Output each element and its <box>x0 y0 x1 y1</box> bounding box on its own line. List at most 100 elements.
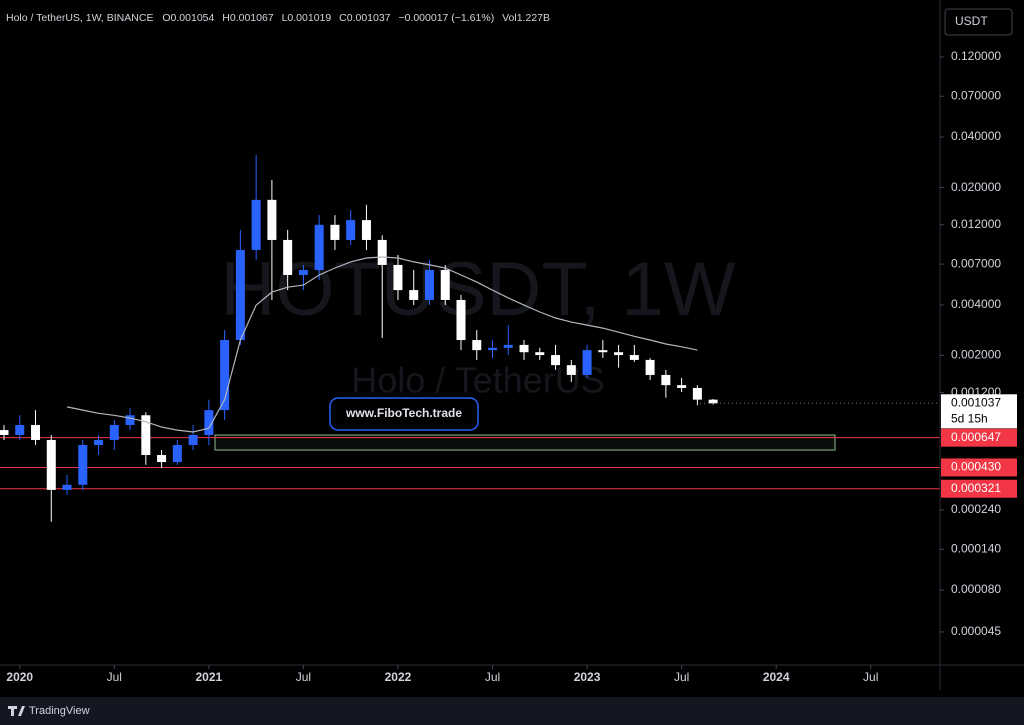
header: Holo / TetherUS, 1W, BINANCE O0.001054 H… <box>6 12 550 24</box>
candle-body <box>0 430 9 436</box>
y-tick-label: 0.012000 <box>951 217 1001 231</box>
candle-body <box>235 249 245 341</box>
x-tick-label: Jul <box>296 670 311 684</box>
candle-body <box>361 220 371 240</box>
candle-body <box>204 410 214 436</box>
candle-body <box>267 199 277 240</box>
candle-body <box>393 264 403 291</box>
currency-label[interactable]: USDT <box>955 14 988 28</box>
x-tick-label: Jul <box>674 670 689 684</box>
moving-average <box>66 256 698 433</box>
candle-body <box>46 439 56 490</box>
candle-body <box>251 199 261 250</box>
y-tick-label: 0.002000 <box>951 348 1001 362</box>
candle-body <box>424 269 434 300</box>
candle-body <box>614 352 624 356</box>
last-price-label: 0.001037 <box>951 395 1001 409</box>
candle-body <box>346 220 356 240</box>
header-line: Holo / TetherUS, 1W, BINANCE O0.001054 H… <box>6 12 550 24</box>
candle-body <box>535 352 545 356</box>
candle-body <box>15 424 25 436</box>
candle-body <box>172 445 182 463</box>
price-labels: 0.000647 0.000430 0.000321 0.001037 5d 15h <box>941 394 1017 498</box>
x-tick-label: Jul <box>107 670 122 684</box>
y-tick-label: 0.000240 <box>951 502 1001 516</box>
candle-body <box>582 350 592 375</box>
volume-value: Vol1.227B <box>502 12 550 24</box>
y-tick-label: 0.020000 <box>951 180 1001 194</box>
footer-bar <box>0 697 1024 725</box>
y-tick-label: 0.000080 <box>951 582 1001 596</box>
level-label: 0.000647 <box>951 430 1001 444</box>
level-label-box <box>941 479 1017 498</box>
currency-button[interactable]: USDT <box>944 8 1013 36</box>
candle-body <box>125 415 135 425</box>
open-value: O0.001054 <box>162 12 214 24</box>
countdown-label: 5d 15h <box>951 411 988 425</box>
level-label: 0.000321 <box>951 481 1001 495</box>
watermark-name: Holo / TetherUS <box>351 360 604 401</box>
axes: 0.120000 0.070000 0.040000 0.020000 0.012000… <box>6 49 1001 684</box>
watermark-symbol: HOTUSDT, 1W <box>220 247 735 332</box>
candle-body <box>645 359 655 375</box>
candle-body <box>409 290 419 300</box>
candle-body <box>708 399 718 404</box>
link-box[interactable] <box>329 397 479 431</box>
candle-body <box>566 365 576 375</box>
candle-body <box>94 439 104 446</box>
candle-body <box>31 424 41 440</box>
candle-body <box>629 355 639 360</box>
link-button[interactable]: www.FiboTech.trade <box>329 397 479 431</box>
candle-body <box>377 239 387 265</box>
y-tick-label: 0.007000 <box>951 256 1001 270</box>
candle-body <box>692 387 702 400</box>
footer: TradingView <box>0 697 1024 725</box>
y-tick-label: 0.070000 <box>951 88 1001 102</box>
candle-body <box>503 344 513 348</box>
candle-body <box>551 355 561 366</box>
low-value: L0.001019 <box>282 12 332 24</box>
candle-body <box>488 347 498 351</box>
x-tick-label: 2020 <box>6 670 33 684</box>
x-tick-label: 2022 <box>385 670 412 684</box>
candle-body <box>472 340 482 351</box>
high-value: H0.001067 <box>222 12 274 24</box>
footer-logo <box>8 706 25 716</box>
y-tick-label: 0.004000 <box>951 297 1001 311</box>
x-tick-label: 2023 <box>574 670 601 684</box>
candle-body <box>598 350 608 353</box>
x-tick-label: 2021 <box>196 670 223 684</box>
candle-body <box>298 269 308 275</box>
candle-body <box>456 299 466 341</box>
candle-body <box>141 415 151 456</box>
candle-body <box>188 435 198 446</box>
y-tick-label: 0.120000 <box>951 49 1001 63</box>
candle-body <box>661 374 671 386</box>
x-tick-label: 2024 <box>763 670 790 684</box>
level-label-box <box>941 458 1017 477</box>
candle-body <box>440 269 450 300</box>
candle-body <box>677 385 687 388</box>
candle-body <box>283 239 293 275</box>
symbol-title: Holo / TetherUS, 1W, BINANCE <box>6 12 153 24</box>
candle-body <box>157 455 167 463</box>
change-value: −0.000017 (−1.61%) <box>398 12 494 24</box>
candle-body <box>109 424 119 440</box>
candle-body <box>220 340 230 411</box>
link-text[interactable]: www.FiboTech.trade <box>345 406 462 420</box>
last-price-box <box>941 394 1017 429</box>
plot-area <box>0 154 940 522</box>
y-tick-label: 0.000140 <box>951 541 1001 555</box>
candle-body <box>78 445 88 485</box>
candle-body <box>314 224 324 270</box>
level-label-box <box>941 428 1017 447</box>
y-tick-label: 0.000045 <box>951 624 1001 638</box>
candle-body <box>330 224 340 240</box>
y-tick-label: 0.040000 <box>951 129 1001 143</box>
x-tick-label: Jul <box>863 670 878 684</box>
candle-body <box>62 484 72 490</box>
currency-button-box[interactable] <box>944 8 1013 36</box>
